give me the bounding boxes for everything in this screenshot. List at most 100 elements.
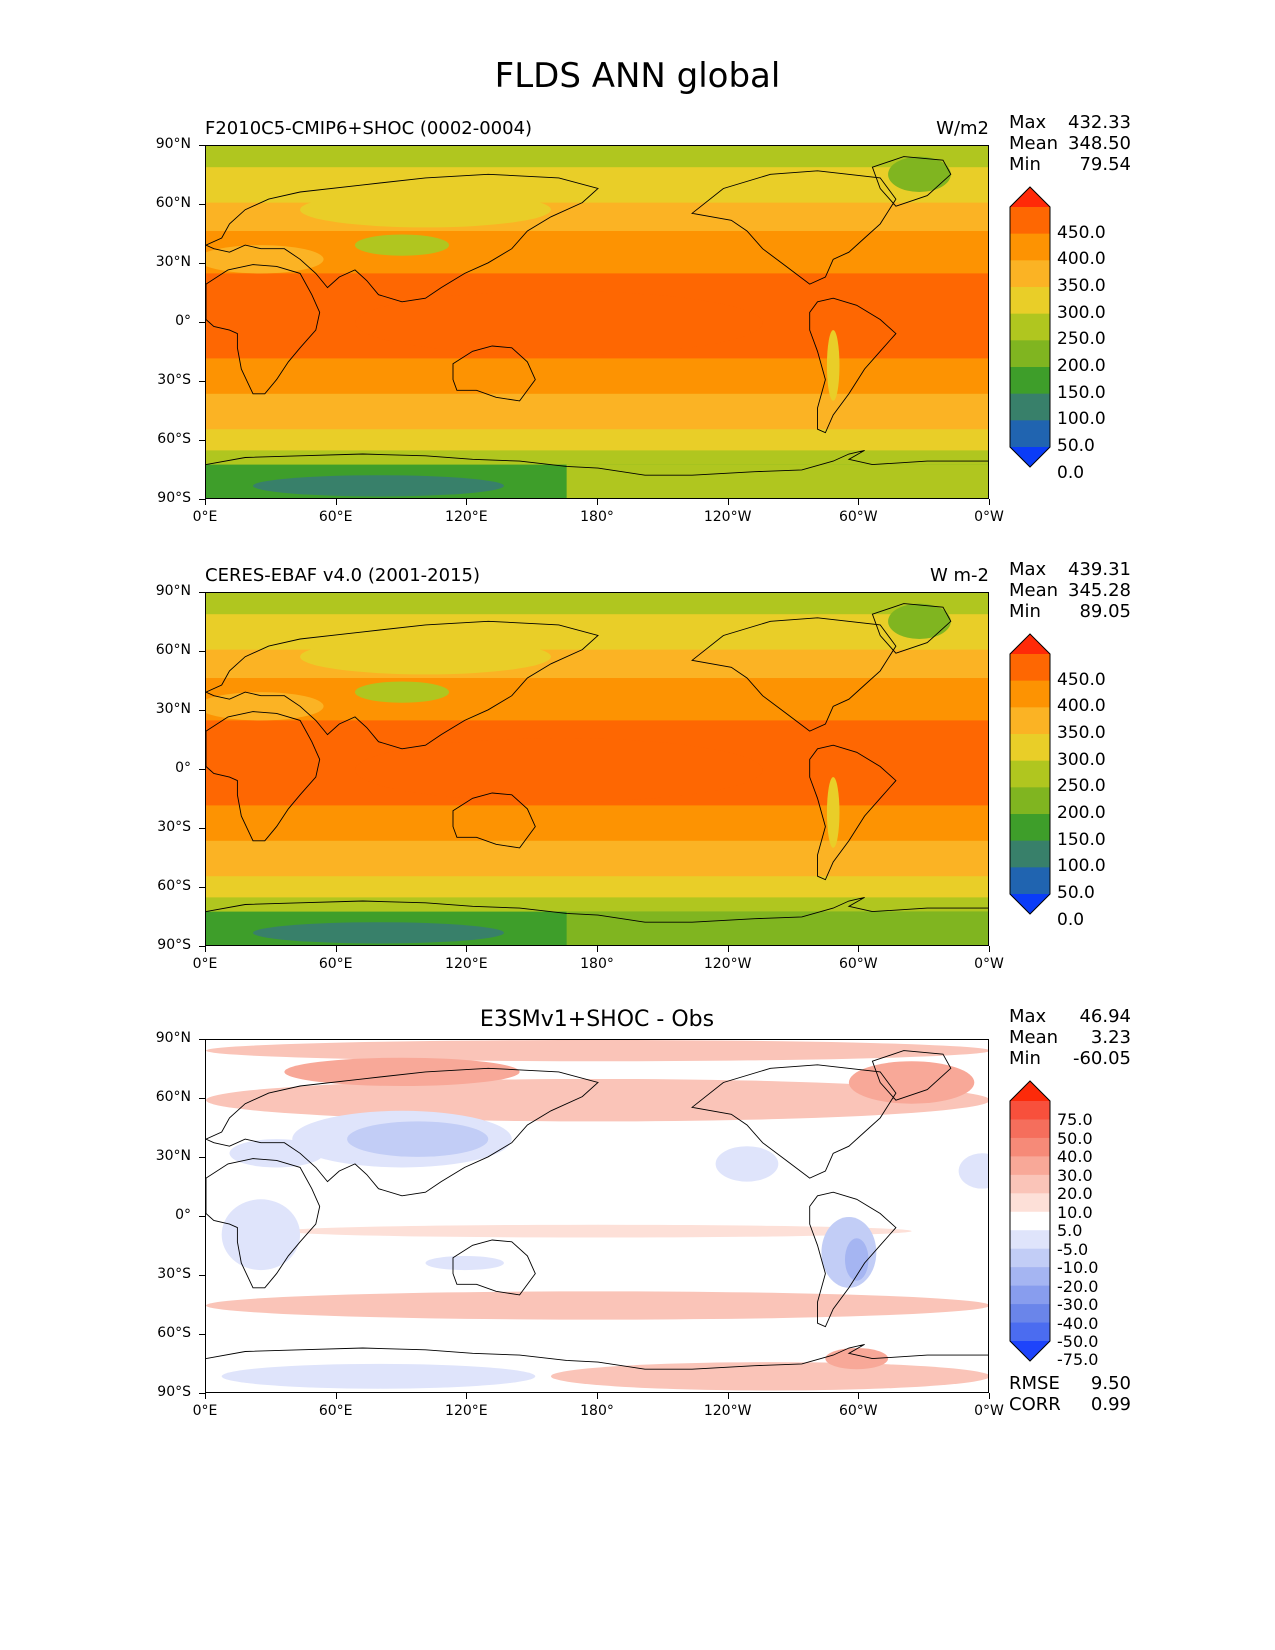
x-tick-label: 60°W [838, 956, 878, 972]
y-tick-label: 90°S [157, 937, 191, 953]
y-tick-mark [199, 887, 205, 888]
stat-max-label: Max [1009, 112, 1047, 133]
map [205, 592, 989, 946]
x-tick-label: 120°E [445, 956, 488, 972]
stat-min: Min 79.54 [1009, 154, 1131, 175]
x-tick-label: 180° [580, 956, 614, 972]
stat-min-value: 89.05 [1079, 601, 1131, 622]
colorbar-extend-min [1010, 1341, 1050, 1361]
colorbar-tick-label: -20.0 [1057, 1276, 1099, 1296]
y-tick-label: 0° [175, 313, 191, 329]
x-tick-mark [205, 499, 206, 505]
greenland-cold-region [888, 156, 951, 193]
colorbar-segment [1010, 1174, 1050, 1194]
x-tick-mark [727, 499, 729, 505]
colorbar-tick-label: 300.0 [1057, 749, 1106, 770]
map-field [206, 593, 988, 945]
colorbar-tick-label: 40.0 [1057, 1147, 1093, 1167]
colorbar-tick-label: 350.0 [1057, 723, 1106, 743]
sahara-region [206, 692, 324, 721]
x-tick-label: 60°W [838, 509, 878, 525]
y-tick-mark [199, 322, 205, 323]
metric-rmse-label: RMSE [1009, 1373, 1060, 1394]
x-tick-label: 120°W [703, 1403, 752, 1419]
stat-max-value: 432.33 [1068, 112, 1131, 133]
metric-rmse: RMSE 9.50 [1009, 1373, 1131, 1394]
colorbar-tick-label: -30.0 [1057, 1295, 1099, 1315]
y-tick-mark [199, 1216, 205, 1217]
colorbar-segment [1010, 734, 1050, 762]
x-tick-mark [335, 499, 337, 505]
y-tick-label: 90°N [155, 136, 191, 152]
y-tick-label: 60°S [157, 1325, 191, 1341]
metrics-block: RMSE 9.50 CORR 0.99 [1009, 1373, 1131, 1415]
colorbar-segment [1010, 1137, 1050, 1157]
map-field [206, 146, 988, 498]
eurasia-cool-region [300, 639, 551, 675]
map-field [206, 1040, 988, 1392]
tibet-cool-region [354, 234, 450, 256]
colorbar-tick-label: 30.0 [1057, 1165, 1093, 1185]
x-tick-mark [335, 1393, 337, 1399]
x-tick-mark [597, 1393, 598, 1399]
y-tick-label: 0° [175, 1207, 191, 1223]
colorbar-segment [1010, 367, 1050, 395]
y-tick-label: 90°S [157, 490, 191, 506]
flds-band [206, 231, 988, 274]
northern-midlat-positive [206, 1078, 988, 1122]
flds-band [206, 876, 988, 898]
flds-band [206, 167, 988, 204]
colorbar-tick-label: 450.0 [1057, 222, 1106, 243]
colorbar-segment [1010, 1248, 1050, 1268]
units-label: W/m2 [936, 118, 989, 139]
coastlines [206, 1050, 988, 1370]
x-tick-label: 120°E [445, 509, 488, 525]
y-tick-mark [199, 592, 205, 593]
coastlines [206, 603, 988, 923]
colorbar-segment [1010, 787, 1050, 815]
colorbar-tick-label: 100.0 [1057, 409, 1106, 430]
x-tick-label: 0°W [974, 509, 1004, 525]
x-tick-label: 60°E [318, 509, 353, 525]
x-tick-mark [858, 499, 860, 505]
x-tick-mark [858, 1393, 860, 1399]
colorbar-tick-label: 0.0 [1057, 909, 1085, 930]
y-tick-mark [199, 204, 205, 205]
flds-band [206, 593, 988, 615]
stat-min-value: -60.05 [1072, 1048, 1131, 1069]
colorbar-segment [1010, 287, 1050, 315]
panel-title: E3SMv1+SHOC - Obs [479, 1007, 715, 1032]
colorbar [1009, 186, 1051, 468]
colorbar-tick-label: -40.0 [1057, 1313, 1099, 1333]
colorbar-tick-label: 150.0 [1057, 829, 1106, 850]
flds-band [206, 429, 988, 451]
x-tick-mark [989, 946, 990, 952]
colorbar-tick-label: 75.0 [1057, 1110, 1093, 1130]
greenland-positive [848, 1061, 975, 1104]
stat-mean: Mean 348.50 [1009, 133, 1131, 154]
colorbar-segment [1010, 233, 1050, 261]
andes-negative [844, 1238, 869, 1281]
map [205, 1039, 989, 1393]
stat-max-label: Max [1009, 1006, 1047, 1027]
antarctic-plateau [253, 475, 504, 497]
colorbar-segment [1010, 1304, 1050, 1323]
y-tick-mark [199, 769, 205, 770]
units-label: W m-2 [929, 565, 989, 586]
colorbar-tick-label: 50.0 [1057, 436, 1095, 456]
colorbar-segment [1010, 1322, 1050, 1342]
colorbar-tick-label: 400.0 [1057, 696, 1106, 717]
stat-mean-value: 345.28 [1068, 580, 1131, 601]
flds-band [206, 840, 988, 877]
colorbar-extend-max [1010, 634, 1050, 654]
x-tick-mark [597, 499, 598, 505]
southern-ocean-positive [206, 1291, 988, 1320]
andes-cool-streak [826, 777, 840, 848]
metric-corr-value: 0.99 [1090, 1394, 1131, 1415]
figure-title: FLDS ANN global [494, 56, 781, 96]
stat-mean-label: Mean [1009, 133, 1059, 154]
colorbar-tick-label: 5.0 [1057, 1221, 1083, 1241]
arctic-positive [206, 1040, 988, 1062]
tropical-warm-pool [354, 291, 763, 355]
y-tick-label: 60°N [155, 642, 191, 658]
